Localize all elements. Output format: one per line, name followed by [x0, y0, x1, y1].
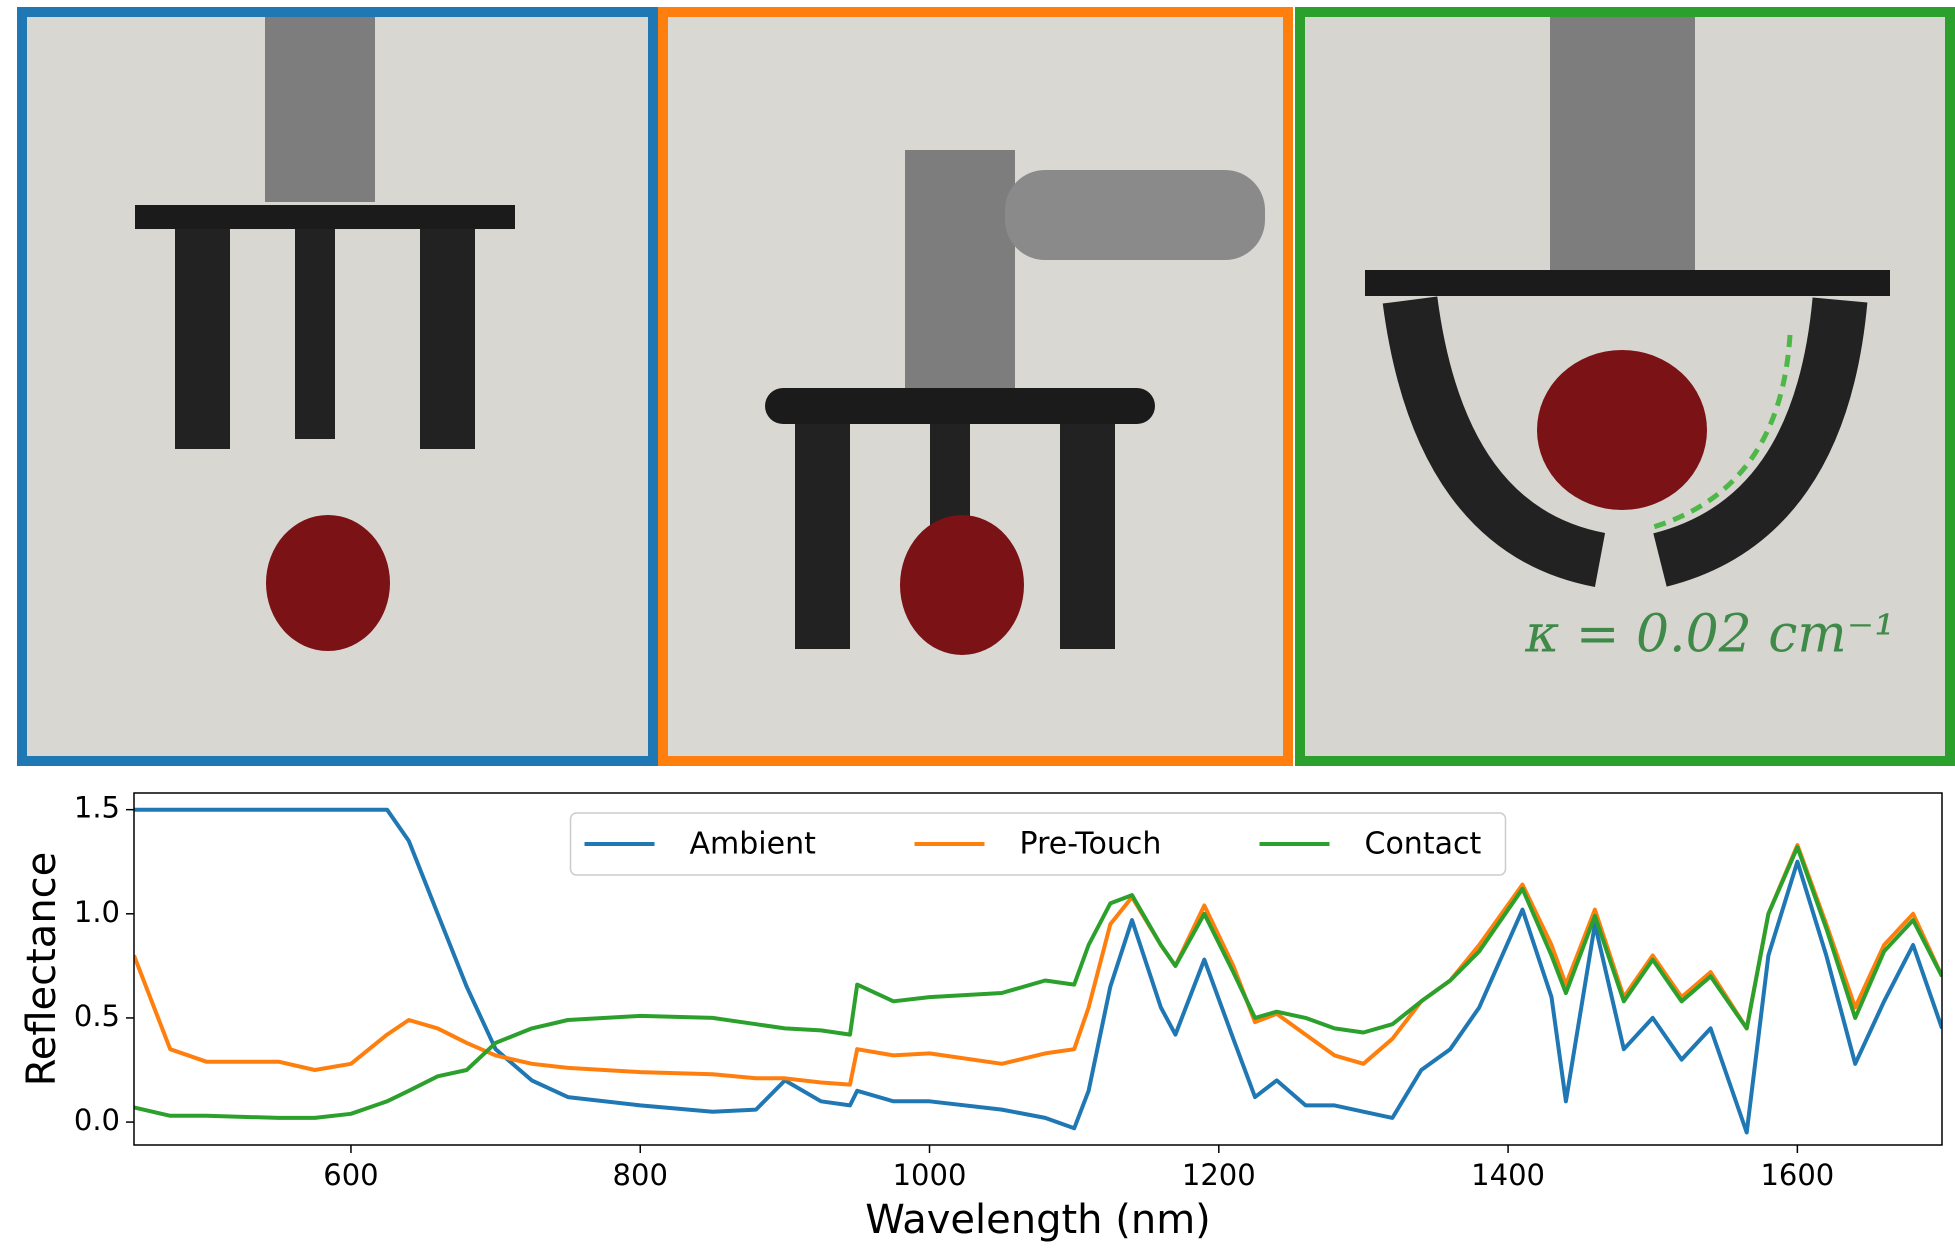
y-tick-label: 0.5 — [74, 999, 120, 1033]
x-tick-label: 1000 — [893, 1158, 967, 1192]
legend: Ambient Pre-Touch Contact — [569, 812, 1507, 876]
chart: 0.0 0.5 1.0 1.5 600 800 1000 1200 1400 1600 Wavele… — [19, 791, 1943, 1243]
x-tick-label: 1200 — [1182, 1158, 1256, 1192]
legend-label: Contact — [1365, 827, 1482, 862]
x-tick-label: 600 — [323, 1158, 378, 1192]
photo-ambient — [17, 7, 658, 766]
photo-panels: κ = 0.02 cm⁻¹ — [17, 7, 1955, 766]
y-axis-label: Reflectance — [19, 852, 65, 1087]
x-tick-label: 800 — [613, 1158, 668, 1192]
plot-frame — [133, 792, 1943, 1146]
series-line — [134, 845, 1942, 1120]
legend-label: Pre-Touch — [1020, 827, 1162, 862]
series-line — [134, 843, 1942, 1087]
x-axis-label: Wavelength (nm) — [865, 1197, 1211, 1243]
x-tick-label: 1400 — [1471, 1158, 1545, 1192]
legend-frame — [569, 812, 1507, 876]
legend-label: Ambient — [690, 827, 817, 862]
y-tick-label: 1.0 — [74, 895, 120, 929]
curvature-annotation: κ = 0.02 cm⁻¹ — [1524, 605, 1895, 665]
photo-pre-touch — [658, 7, 1293, 766]
series-line — [134, 807, 1942, 1135]
photo-contact: κ = 0.02 cm⁻¹ — [1295, 7, 1955, 766]
x-tick-label: 1600 — [1760, 1158, 1834, 1192]
y-tick-label: 1.5 — [74, 791, 120, 825]
y-tick-label: 0.0 — [74, 1103, 120, 1137]
